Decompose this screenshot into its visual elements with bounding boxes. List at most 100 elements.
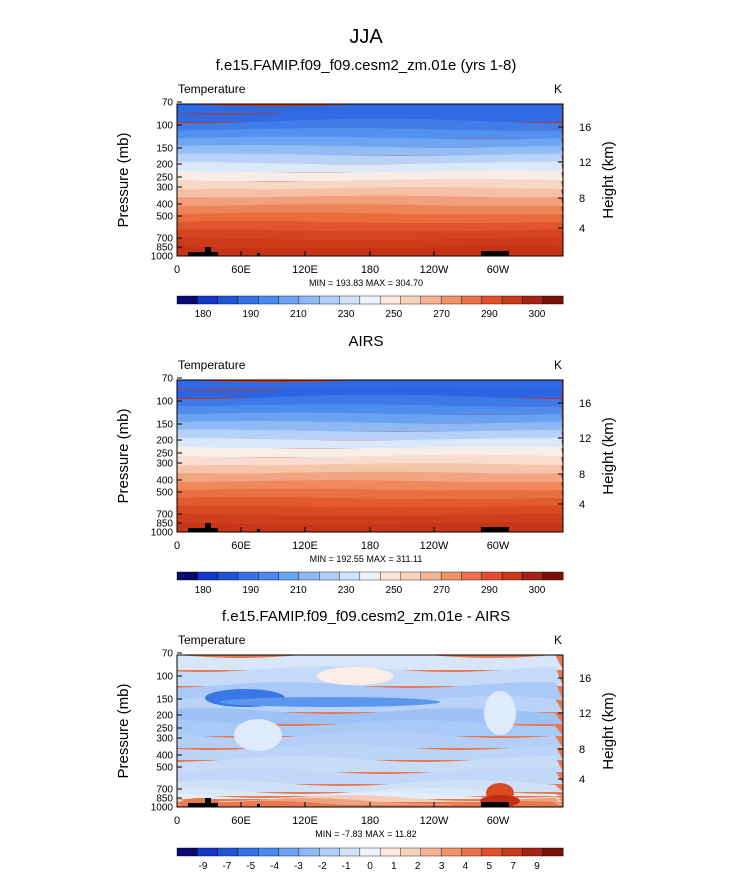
- colorbar-label: 3: [439, 861, 445, 872]
- lon-tick-label: 120W: [420, 264, 449, 276]
- units-label: K: [554, 82, 562, 96]
- lon-tick-label: 180: [361, 264, 379, 276]
- pressure-tick-label: 400: [156, 200, 173, 211]
- colorbar-swatch: [298, 571, 320, 581]
- colorbar-label: 0: [367, 861, 373, 872]
- colorbar-label: 7: [510, 861, 516, 872]
- colorbar-swatch: [258, 295, 280, 305]
- colorbar: 180 190 210 230 250 270 290 300: [176, 295, 564, 320]
- pressure-tick-label: 70: [162, 649, 174, 660]
- colorbar: 180 190 210 230 250 270 290 300: [176, 571, 564, 596]
- topography: [481, 802, 509, 807]
- contour-band: [177, 394, 563, 407]
- y2-axis-title: Height (km): [600, 692, 617, 770]
- colorbar-label: 5: [487, 861, 493, 872]
- contour-band: [177, 488, 563, 500]
- contour-field: [177, 104, 563, 256]
- height-tick-label: 4: [579, 223, 585, 235]
- colorbar-swatch: [440, 295, 462, 305]
- pressure-tick-label: 100: [156, 121, 173, 132]
- contour-band: [177, 153, 563, 165]
- pressure-tick-label: 300: [156, 734, 173, 745]
- lon-tick-label: 180: [361, 815, 379, 827]
- topography: [205, 247, 211, 256]
- pressure-tick-label: 250: [156, 724, 173, 735]
- lon-tick-label: 0: [174, 815, 180, 827]
- pressure-tick-label: 70: [162, 98, 174, 109]
- colorbar-swatch: [400, 571, 422, 581]
- lon-tick-label: 60W: [487, 540, 510, 552]
- colorbar-swatch: [400, 847, 422, 857]
- pressure-tick-label: 250: [156, 449, 173, 460]
- height-tick-label: 12: [579, 157, 591, 169]
- pressure-tick-label: 700: [156, 785, 173, 796]
- colorbar-swatch: [298, 295, 320, 305]
- contour-patch: [220, 697, 440, 707]
- pressure-tick-label: 500: [156, 488, 173, 499]
- contour-band: [177, 429, 563, 441]
- pressure-tick-label: 300: [156, 459, 173, 470]
- colorbar-swatch: [237, 571, 259, 581]
- colorbar-swatch: [197, 571, 219, 581]
- colorbar-swatch: [278, 571, 300, 581]
- height-tick-label: 8: [579, 193, 585, 205]
- colorbar-swatch: [237, 847, 259, 857]
- pressure-tick-label: 850: [156, 794, 173, 805]
- contour-band: [177, 437, 563, 449]
- contour-field: [177, 380, 563, 532]
- contour-band: [177, 195, 563, 207]
- pressure-tick-label: 100: [156, 397, 173, 408]
- figure-title: JJA: [349, 26, 383, 48]
- contour-patch: [484, 691, 516, 735]
- units-label: K: [554, 633, 562, 647]
- topography: [205, 798, 211, 807]
- colorbar: -9 -7 -5 -4 -3 -2 -1 0 1 2 3 4 5 7 9: [176, 847, 564, 872]
- colorbar-swatch: [542, 571, 564, 581]
- height-tick-label: 16: [579, 398, 591, 410]
- lon-tick-label: 120W: [420, 540, 449, 552]
- min-max-stats: MIN = -7.83 MAX = 11.82: [315, 829, 416, 839]
- colorbar-swatch: [258, 847, 280, 857]
- contour-band: [177, 463, 563, 474]
- colorbar-swatch: [501, 571, 523, 581]
- colorbar-swatch: [319, 571, 341, 581]
- colorbar-swatch: [501, 295, 523, 305]
- panel-1: f.e15.FAMIP.f09_f09.cesm2_zm.01e (yrs 1-…: [115, 57, 617, 320]
- colorbar-swatch: [420, 571, 442, 581]
- colorbar-swatch: [319, 295, 341, 305]
- contour-band: [177, 788, 563, 796]
- contour-band: [177, 497, 563, 508]
- min-max-stats: MIN = 192.55 MAX = 311.11: [310, 554, 423, 564]
- lon-tick-label: 120E: [292, 815, 318, 827]
- topography: [188, 252, 218, 256]
- contour-band: [177, 229, 563, 241]
- pressure-tick-label: 200: [156, 160, 173, 171]
- contour-band: [177, 505, 563, 517]
- topography: [188, 528, 218, 532]
- contour-band: [177, 136, 563, 148]
- variable-label: Temperature: [178, 633, 246, 647]
- y-axis-title: Pressure (mb): [115, 683, 132, 778]
- topography: [481, 527, 509, 532]
- contour-band: [177, 768, 563, 784]
- contour-band: [177, 513, 563, 525]
- contour-band: [177, 404, 563, 415]
- pressure-tick-label: 250: [156, 173, 173, 184]
- colorbar-label: 300: [529, 309, 546, 320]
- colorbar-swatch: [522, 295, 544, 305]
- panel-title: AIRS: [348, 333, 383, 350]
- pressure-tick-label: 150: [156, 420, 173, 431]
- topography: [481, 251, 509, 256]
- variable-label: Temperature: [178, 358, 246, 372]
- contour-patch: [234, 719, 282, 751]
- colorbar-label: 190: [242, 309, 259, 320]
- variable-label: Temperature: [178, 82, 246, 96]
- contour-band: [177, 212, 563, 224]
- contour-band: [177, 118, 563, 131]
- colorbar-swatch: [461, 295, 483, 305]
- colorbar-label: -7: [222, 861, 231, 872]
- y-axis-title: Pressure (mb): [115, 132, 132, 227]
- y2-axis-title: Height (km): [600, 417, 617, 495]
- colorbar-swatch: [542, 295, 564, 305]
- pressure-tick-label: 200: [156, 711, 173, 722]
